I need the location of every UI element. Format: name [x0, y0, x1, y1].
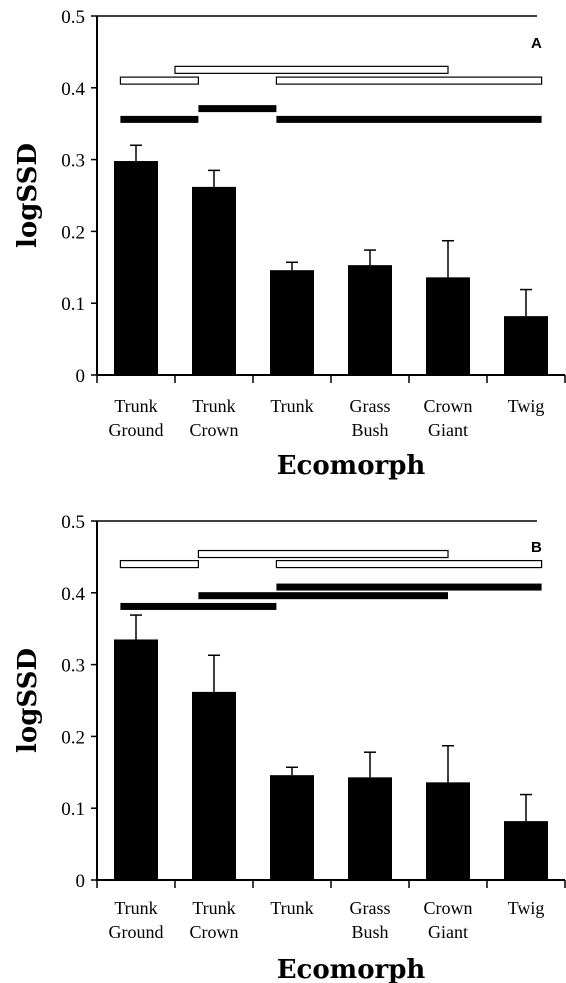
bar: [270, 775, 314, 880]
open-grouping-bar: [275, 559, 543, 569]
bar: [114, 161, 158, 375]
bar: [270, 270, 314, 375]
x-category-label: Crown: [190, 922, 239, 942]
x-category-label: Ground: [109, 922, 164, 942]
x-category-label: Twig: [508, 898, 545, 918]
y-tick-label: 0: [76, 871, 86, 892]
x-category-label: Trunk: [114, 396, 157, 416]
x-category-label: Crown: [424, 396, 473, 416]
y-tick-label: 0.3: [61, 151, 85, 172]
x-category-label: Crown: [424, 898, 473, 918]
open-grouping-bar: [119, 559, 200, 569]
panel-label: B: [531, 539, 542, 556]
solid-grouping-bar: [120, 115, 199, 123]
x-category-label: Grass: [350, 898, 391, 918]
y-tick-label: 0: [76, 366, 86, 387]
x-category-label: Giant: [428, 922, 468, 942]
bar: [348, 265, 392, 375]
bar: [504, 821, 548, 880]
x-category-label: Trunk: [192, 898, 235, 918]
x-axis-title: Ecomorph: [277, 451, 426, 481]
open-grouping-bar: [275, 76, 543, 85]
x-category-label: Grass: [350, 396, 391, 416]
open-grouping-bar: [119, 76, 200, 85]
y-tick-label: 0.2: [61, 222, 85, 243]
x-category-label: Trunk: [270, 898, 313, 918]
solid-grouping-bar: [198, 592, 448, 600]
bar: [192, 186, 236, 375]
panel-label: A: [531, 35, 542, 52]
y-tick-label: 0.4: [61, 79, 85, 100]
y-tick-label: 0.3: [61, 656, 85, 677]
x-category-label: Bush: [351, 922, 388, 942]
x-category-label: Trunk: [114, 898, 157, 918]
x-category-label: Giant: [428, 420, 468, 440]
open-grouping-bar: [197, 549, 449, 559]
bar: [192, 691, 236, 880]
bar: [504, 316, 548, 375]
bar: [426, 277, 470, 375]
x-category-label: Trunk: [270, 396, 313, 416]
bar: [114, 639, 158, 880]
panel-a-chart: 0 0.1 0.2 0.3 0.4 0.5 Trunk Ground Trunk Crown Tru…: [13, 7, 566, 481]
solid-grouping-bar: [276, 583, 542, 591]
x-category-label: Trunk: [192, 396, 235, 416]
y-tick-label: 0.1: [61, 294, 85, 315]
x-category-label: Bush: [351, 420, 388, 440]
bar: [348, 777, 392, 880]
solid-grouping-bar: [120, 602, 277, 610]
y-axis-title: logSSD: [13, 648, 43, 753]
bar: [426, 782, 470, 880]
open-grouping-bar: [174, 65, 449, 74]
panel-b-chart: 0 0.1 0.2 0.3 0.4 0.5 Trunk Ground Trunk Crown Tru…: [13, 512, 566, 983]
y-tick-label: 0.4: [61, 584, 85, 605]
x-category-label: Twig: [508, 396, 545, 416]
y-tick-label: 0.5: [61, 512, 85, 533]
solid-grouping-bar: [198, 105, 277, 113]
x-category-label: Ground: [109, 420, 164, 440]
y-tick-label: 0.5: [61, 7, 85, 28]
y-tick-label: 0.1: [61, 799, 85, 820]
y-tick-label: 0.2: [61, 727, 85, 748]
y-axis-title: logSSD: [13, 143, 43, 248]
solid-grouping-bar: [276, 115, 542, 123]
x-axis-title: Ecomorph: [277, 955, 426, 983]
x-category-label: Crown: [190, 420, 239, 440]
